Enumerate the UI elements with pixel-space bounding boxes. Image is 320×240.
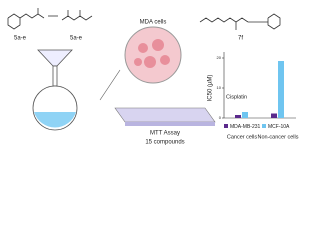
y-tick-label: 0 [219, 115, 222, 120]
y-tick-label: 20 [217, 55, 222, 60]
legend-swatch [224, 124, 228, 128]
plate-label: MTT Assay [150, 131, 180, 137]
y-tick-label: 10 [217, 85, 222, 90]
legend-swatch [262, 124, 266, 128]
structure-5a [7, 8, 93, 30]
well-plate-side [125, 122, 215, 126]
plate-sublabel: 15 compounds [145, 140, 184, 146]
x-tick-label: Non-cancer cells [258, 134, 299, 140]
bar [242, 112, 248, 118]
legend-label: MDA-MB-231 [230, 124, 261, 130]
bar [235, 115, 241, 118]
bar [278, 61, 284, 118]
y-axis-label: IC50 (µM) [208, 75, 214, 102]
compound-label: 7f [238, 36, 243, 42]
petri-dish [124, 26, 182, 84]
legend-label: MCF-10A [268, 124, 290, 130]
annotation: Cisplatin [226, 94, 247, 100]
bar [271, 113, 277, 118]
flask [32, 49, 78, 131]
x-tick-label: Cancer cells [227, 134, 258, 140]
compound-label: 5a-e [14, 36, 27, 42]
pointer [99, 69, 121, 101]
compound-label: 5a-e [70, 36, 83, 42]
structure-7f [199, 13, 281, 30]
well-plate [114, 107, 216, 123]
cells [134, 39, 170, 68]
graphical-abstract: 5a-e 5a-e MDA cells MTT Assay 15 compoun… [7, 8, 299, 146]
dish-label: MDA cells [140, 20, 167, 26]
